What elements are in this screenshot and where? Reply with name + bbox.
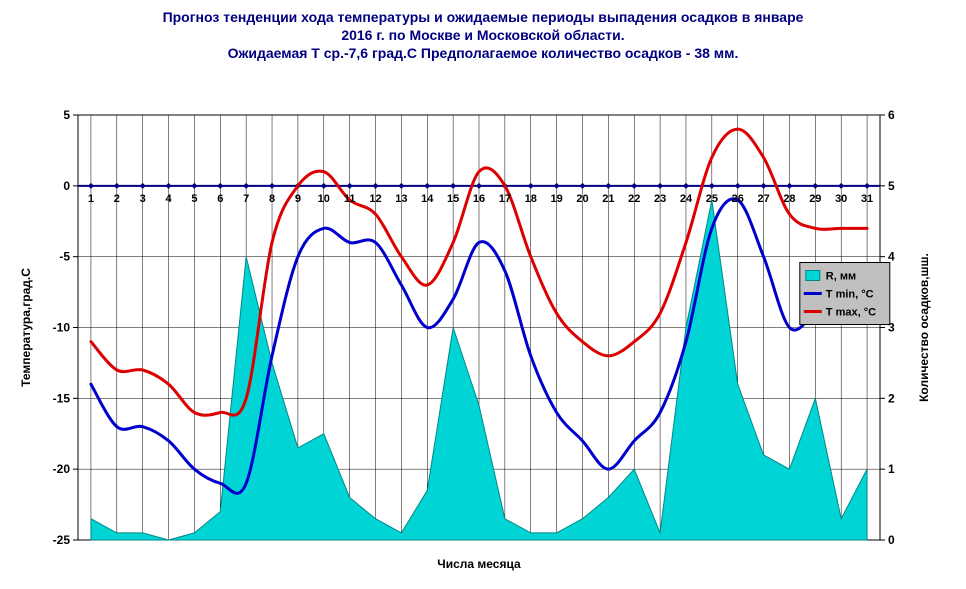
x-tick-label: 21 xyxy=(602,192,614,204)
x-tick-label: 20 xyxy=(576,192,588,204)
x-tick-label: 4 xyxy=(165,192,172,204)
y-left-tick-label: 5 xyxy=(63,108,70,122)
x-tick-label: 27 xyxy=(757,192,769,204)
x-tick-label: 6 xyxy=(217,192,223,204)
x-tick-label: 23 xyxy=(654,192,666,204)
weather-chart: Прогноз тенденции хода температуры и ожи… xyxy=(0,0,966,589)
x-tick-label: 7 xyxy=(243,192,249,204)
y-left-tick-label: -20 xyxy=(53,462,71,476)
chart-svg: 1234567891011121314151617181920212223242… xyxy=(0,67,966,589)
y-right-tick-label: 2 xyxy=(888,391,895,405)
y-right-tick-label: 6 xyxy=(888,108,895,122)
y-left-tick-label: 0 xyxy=(63,178,70,192)
x-tick-label: 30 xyxy=(835,192,847,204)
x-tick-label: 25 xyxy=(706,192,718,204)
x-tick-label: 12 xyxy=(369,192,381,204)
y-left-tick-label: -5 xyxy=(59,249,70,263)
x-tick-label: 8 xyxy=(269,192,275,204)
x-label: Числа месяца xyxy=(437,557,521,571)
x-tick-label: 17 xyxy=(499,192,511,204)
chart-title: Прогноз тенденции хода температуры и ожи… xyxy=(0,0,966,67)
y-left-tick-label: -15 xyxy=(53,391,71,405)
x-tick-label: 31 xyxy=(861,192,873,204)
y-right-label: Количество осадков,шш. xyxy=(917,253,931,402)
y-left-tick-label: -25 xyxy=(53,533,71,547)
y-left-label: Температура,град.С xyxy=(19,267,33,386)
legend: R, мм T min, °C T max, °C xyxy=(800,262,890,324)
x-tick-label: 19 xyxy=(550,192,562,204)
x-tick-label: 26 xyxy=(732,192,744,204)
x-tick-label: 2 xyxy=(114,192,120,204)
y-right-tick-label: 1 xyxy=(888,462,895,476)
x-tick-label: 5 xyxy=(191,192,197,204)
legend-label: T max, °C xyxy=(826,306,876,318)
x-tick-label: 22 xyxy=(628,192,640,204)
y-left-tick-label: -10 xyxy=(53,320,71,334)
y-right-tick-label: 4 xyxy=(888,249,895,263)
x-tick-label: 10 xyxy=(318,192,330,204)
x-tick-label: 24 xyxy=(680,192,693,204)
x-tick-label: 14 xyxy=(421,192,434,204)
x-tick-label: 9 xyxy=(295,192,301,204)
x-tick-label: 13 xyxy=(395,192,407,204)
x-tick-label: 11 xyxy=(344,192,356,204)
legend-label: R, мм xyxy=(826,270,856,282)
x-tick-label: 15 xyxy=(447,192,459,204)
x-tick-label: 16 xyxy=(473,192,485,204)
x-tick-label: 28 xyxy=(783,192,795,204)
x-tick-label: 1 xyxy=(88,192,94,204)
y-right-tick-label: 5 xyxy=(888,178,895,192)
legend-label: T min, °C xyxy=(826,288,874,300)
x-tick-label: 29 xyxy=(809,192,821,204)
x-tick-label: 3 xyxy=(140,192,146,204)
y-right-tick-label: 0 xyxy=(888,533,895,547)
x-tick-label: 18 xyxy=(525,192,537,204)
